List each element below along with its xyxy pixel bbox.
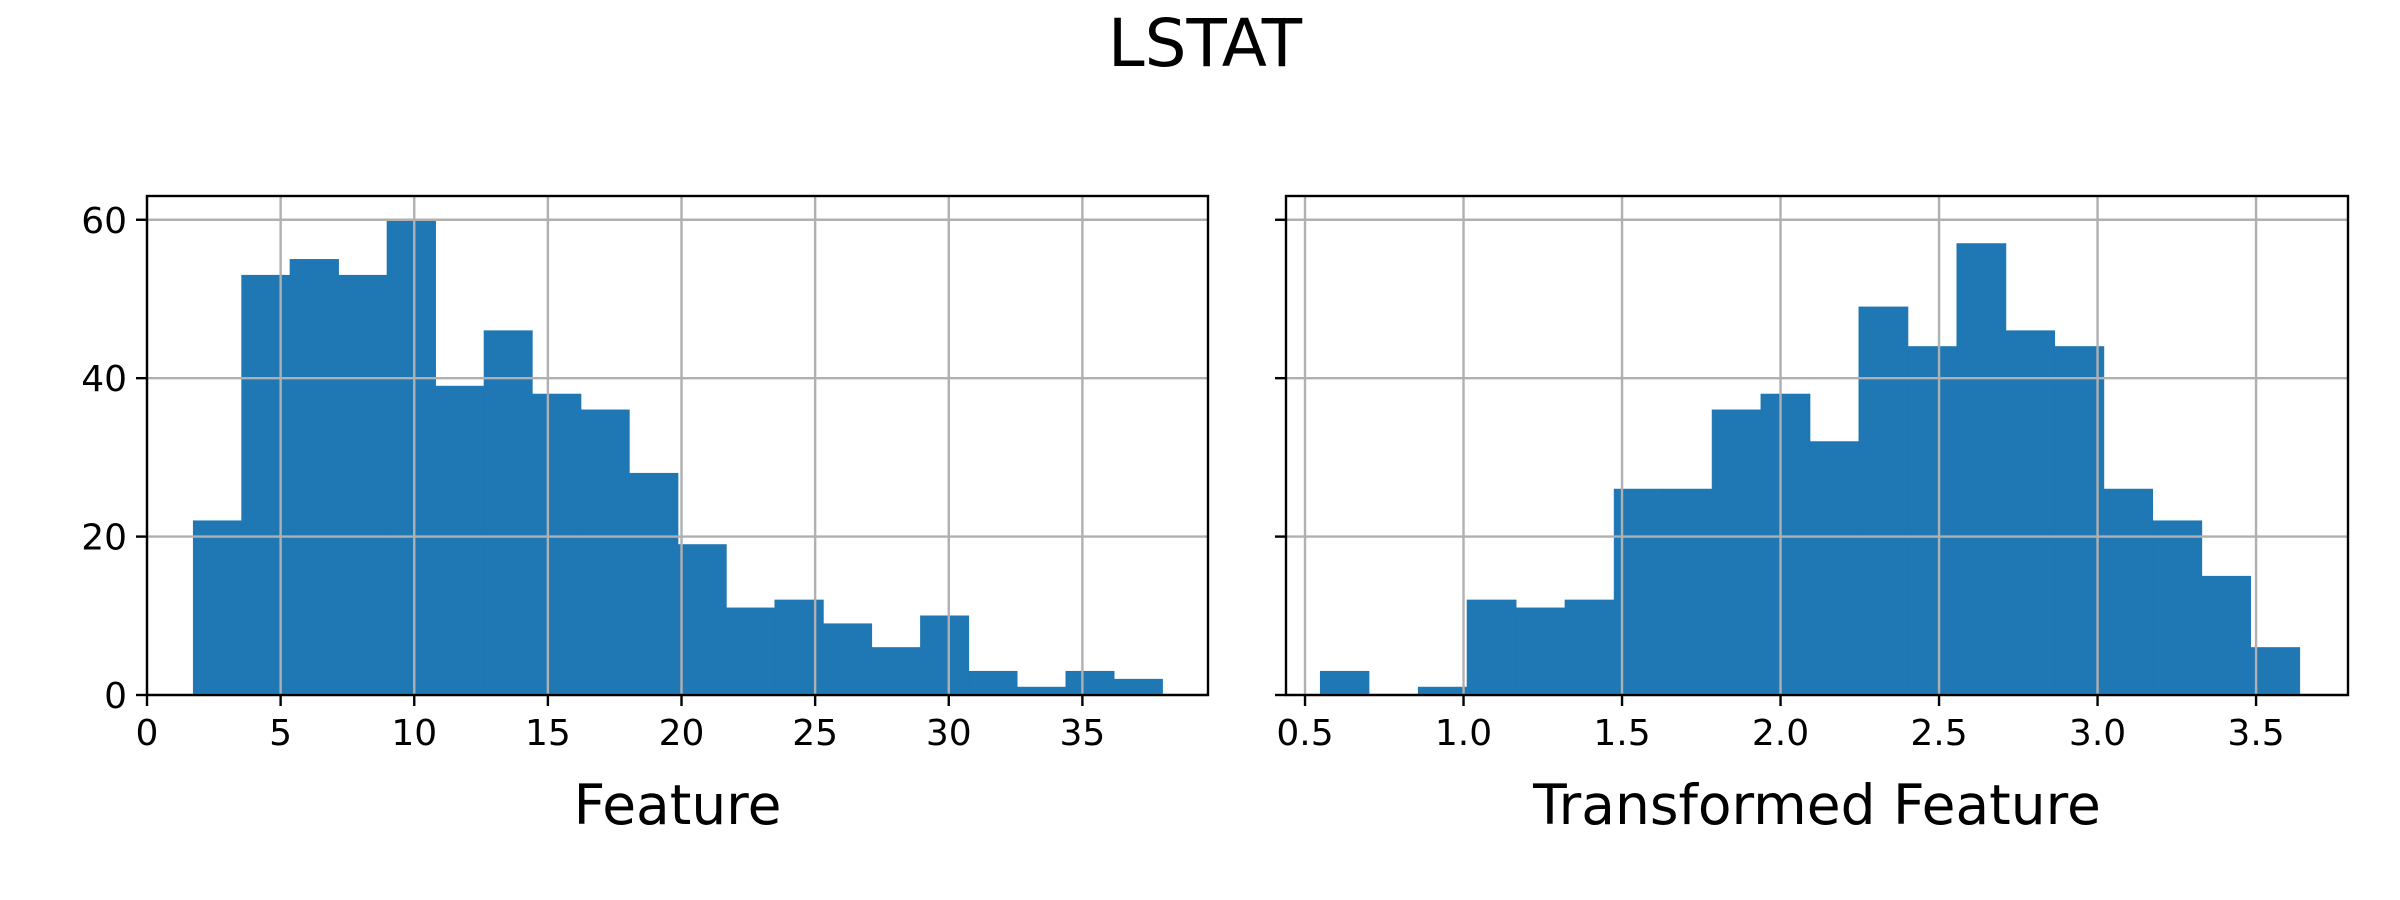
transformed-feature-bar-19 xyxy=(2250,647,2301,696)
feature-xlabel: Feature xyxy=(574,773,782,837)
feature-bar-4 xyxy=(386,219,436,696)
feature-bar-9 xyxy=(629,472,679,696)
feature-bar-1 xyxy=(241,274,291,696)
feature-xtick-label-0: 0 xyxy=(136,713,159,754)
feature-ytick-label-2: 40 xyxy=(81,359,127,400)
feature-bar-5 xyxy=(435,385,485,696)
feature-histogram-panel: 0 5 10 15 20 25 30 35 0 20 40 60 Feature xyxy=(81,194,1210,837)
feature-xtick-label-7: 35 xyxy=(1059,713,1105,754)
feature-axes-frame xyxy=(145,194,1210,697)
transformed-feature-bar-5 xyxy=(1564,599,1615,696)
transformed-feature-axes-frame xyxy=(1284,194,2350,697)
feature-xtick-label-3: 15 xyxy=(525,713,571,754)
transformed-feature-xlabel: Transformed Feature xyxy=(1532,773,2101,837)
feature-xtick-label-1: 5 xyxy=(269,713,292,754)
transformed-feature-xtick-label-1: 1.0 xyxy=(1435,713,1492,754)
feature-bar-7 xyxy=(532,393,582,696)
transformed-feature-bar-12 xyxy=(1907,346,1958,696)
feature-ytick-label-3: 60 xyxy=(81,201,127,242)
feature-bar-0 xyxy=(192,520,242,696)
feature-bar-16 xyxy=(968,670,1018,696)
transformed-feature-bar-17 xyxy=(2152,520,2203,696)
transformed-feature-bar-18 xyxy=(2201,575,2251,696)
transformed-feature-xtick-label-5: 3.0 xyxy=(2069,713,2126,754)
feature-bar-11 xyxy=(726,607,776,696)
transformed-feature-bar-4 xyxy=(1515,607,1566,696)
feature-bar-2 xyxy=(289,259,339,696)
figure-title: LSTAT xyxy=(1108,5,1303,82)
feature-bar-19 xyxy=(1113,678,1163,696)
feature-bar-15 xyxy=(920,615,970,696)
feature-xtick-label-6: 30 xyxy=(926,713,972,754)
feature-bar-13 xyxy=(823,623,873,696)
transformed-feature-bar-0 xyxy=(1319,670,1370,696)
transformed-feature-bar-9 xyxy=(1760,393,1811,696)
transformed-feature-bar-11 xyxy=(1858,306,1909,696)
transformed-feature-bar-13 xyxy=(1956,243,2007,696)
feature-bar-3 xyxy=(338,274,388,696)
transformed-feature-bar-15 xyxy=(2054,346,2105,696)
feature-bar-14 xyxy=(871,647,921,696)
transformed-feature-bar-10 xyxy=(1809,441,1860,696)
feature-ytick-label-0: 0 xyxy=(104,676,127,717)
feature-ytick-label-1: 20 xyxy=(81,518,127,559)
feature-xtick-label-5: 25 xyxy=(792,713,838,754)
transformed-feature-bar-14 xyxy=(2005,330,2056,696)
feature-bar-6 xyxy=(483,330,533,696)
transformed-feature-bar-16 xyxy=(2103,488,2154,696)
transformed-feature-histogram-panel: 0.5 1.0 1.5 2.0 2.5 3.0 3.5 Transformed Feature xyxy=(1275,194,2350,837)
transformed-feature-bar-8 xyxy=(1711,409,1762,696)
feature-bar-10 xyxy=(677,544,727,696)
feature-xtick-label-4: 20 xyxy=(659,713,705,754)
transformed-feature-xtick-label-0: 0.5 xyxy=(1276,713,1333,754)
transformed-feature-xtick-label-3: 2.0 xyxy=(1752,713,1809,754)
transformed-feature-xtick-label-4: 2.5 xyxy=(1910,713,1967,754)
transformed-feature-xtick-label-2: 1.5 xyxy=(1593,713,1650,754)
transformed-feature-bar-3 xyxy=(1466,599,1517,696)
transformed-feature-xtick-label-6: 3.5 xyxy=(2227,713,2284,754)
feature-bar-8 xyxy=(580,409,630,696)
transformed-feature-bar-7 xyxy=(1662,488,1713,696)
feature-xtick-label-2: 10 xyxy=(391,713,437,754)
feature-bar-18 xyxy=(1065,670,1115,696)
